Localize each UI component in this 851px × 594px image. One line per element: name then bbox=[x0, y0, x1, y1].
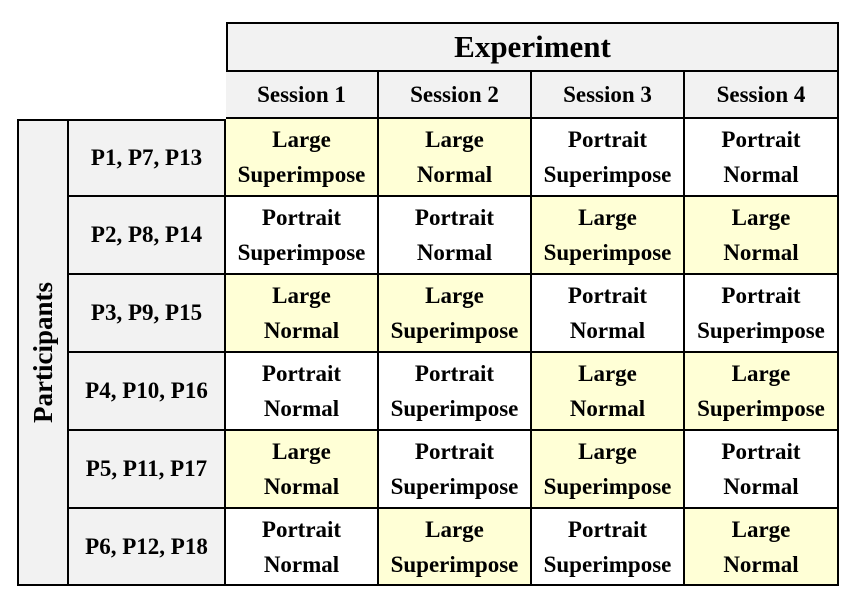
condition-mode-label: Superimpose bbox=[237, 162, 366, 187]
condition-size-label: Portrait bbox=[567, 127, 648, 152]
condition-size-label: Large bbox=[578, 361, 637, 386]
condition-mode-label: Normal bbox=[723, 551, 799, 577]
condition-size-label: Portrait bbox=[721, 439, 801, 464]
condition-size-label: Portrait bbox=[261, 361, 342, 386]
participant-group-label: P3, P9, P15 bbox=[69, 275, 226, 353]
condition-mode-label: Normal bbox=[263, 551, 340, 577]
condition-cell: Large Superimpose bbox=[379, 275, 532, 353]
condition-cell: Large Normal bbox=[226, 431, 379, 509]
session-2-header: Session 2 bbox=[379, 72, 532, 119]
participant-group-label: P5, P11, P17 bbox=[69, 431, 226, 509]
condition-size-label: Portrait bbox=[261, 205, 342, 230]
participant-group-label: P6, P12, P18 bbox=[69, 509, 226, 586]
condition-size-label: Large bbox=[578, 205, 637, 230]
condition-cell: Portrait Normal bbox=[226, 509, 379, 586]
condition-cell: Portrait Superimpose bbox=[379, 353, 532, 431]
participant-group-label: P1, P7, P13 bbox=[69, 119, 226, 197]
condition-cell: Large Superimpose bbox=[226, 119, 379, 197]
condition-mode-label: Normal bbox=[416, 162, 493, 187]
condition-cell: Portrait Normal bbox=[685, 119, 839, 197]
condition-cell: Large Normal bbox=[532, 353, 685, 431]
condition-cell: Large Superimpose bbox=[532, 431, 685, 509]
condition-size-label: Large bbox=[731, 361, 791, 386]
participants-label-text: Participants bbox=[27, 282, 58, 423]
condition-size-label: Large bbox=[578, 439, 637, 464]
condition-size-label: Portrait bbox=[414, 361, 495, 386]
condition-size-label: Portrait bbox=[414, 439, 495, 464]
condition-mode-label: Normal bbox=[263, 474, 340, 499]
condition-cell: Portrait Superimpose bbox=[379, 431, 532, 509]
experiment-title: Experiment bbox=[226, 22, 839, 72]
condition-size-label: Portrait bbox=[721, 283, 801, 308]
condition-mode-label: Normal bbox=[263, 396, 340, 421]
condition-mode-label: Superimpose bbox=[697, 318, 825, 343]
condition-cell: Portrait Superimpose bbox=[226, 197, 379, 275]
condition-size-label: Portrait bbox=[261, 516, 342, 542]
session-3-header: Session 3 bbox=[532, 72, 685, 119]
condition-mode-label: Normal bbox=[723, 474, 799, 499]
condition-mode-label: Superimpose bbox=[543, 474, 672, 499]
condition-mode-label: Normal bbox=[416, 240, 493, 265]
condition-mode-label: Superimpose bbox=[390, 551, 519, 577]
condition-cell: Portrait Normal bbox=[685, 431, 839, 509]
condition-mode-label: Superimpose bbox=[237, 240, 366, 265]
participants-label: Participants bbox=[17, 119, 69, 586]
condition-mode-label: Superimpose bbox=[543, 551, 672, 577]
condition-mode-label: Superimpose bbox=[543, 162, 672, 187]
session-4-header: Session 4 bbox=[685, 72, 839, 119]
condition-mode-label: Superimpose bbox=[390, 396, 519, 421]
condition-size-label: Portrait bbox=[567, 516, 648, 542]
condition-mode-label: Superimpose bbox=[390, 318, 519, 343]
session-1-header: Session 1 bbox=[226, 72, 379, 119]
condition-size-label: Large bbox=[425, 516, 484, 542]
condition-size-label: Large bbox=[272, 127, 331, 152]
condition-mode-label: Normal bbox=[569, 396, 646, 421]
condition-size-label: Portrait bbox=[721, 127, 801, 152]
condition-cell: Large Normal bbox=[379, 119, 532, 197]
condition-size-label: Portrait bbox=[567, 283, 648, 308]
condition-size-label: Large bbox=[272, 439, 331, 464]
condition-cell: Portrait Superimpose bbox=[532, 509, 685, 586]
experiment-design-table: Experiment Session 1 Session 2 Session 3… bbox=[17, 22, 839, 586]
condition-size-label: Large bbox=[425, 283, 484, 308]
condition-cell: Large Normal bbox=[226, 275, 379, 353]
condition-mode-label: Normal bbox=[723, 240, 799, 265]
condition-cell: Portrait Normal bbox=[532, 275, 685, 353]
condition-size-label: Large bbox=[731, 516, 791, 542]
participant-group-label: P4, P10, P16 bbox=[69, 353, 226, 431]
condition-cell: Portrait Superimpose bbox=[532, 119, 685, 197]
condition-size-label: Portrait bbox=[414, 205, 495, 230]
condition-mode-label: Normal bbox=[569, 318, 646, 343]
condition-cell: Portrait Superimpose bbox=[685, 275, 839, 353]
condition-cell: Portrait Normal bbox=[379, 197, 532, 275]
condition-mode-label: Superimpose bbox=[697, 396, 825, 421]
condition-mode-label: Superimpose bbox=[390, 474, 519, 499]
condition-size-label: Large bbox=[731, 205, 791, 230]
condition-cell: Large Normal bbox=[685, 197, 839, 275]
participant-group-label: P2, P8, P14 bbox=[69, 197, 226, 275]
condition-cell: Large Superimpose bbox=[685, 353, 839, 431]
condition-size-label: Large bbox=[425, 127, 484, 152]
condition-cell: Large Superimpose bbox=[379, 509, 532, 586]
condition-mode-label: Normal bbox=[263, 318, 340, 343]
condition-cell: Large Superimpose bbox=[532, 197, 685, 275]
condition-cell: Large Normal bbox=[685, 509, 839, 586]
condition-mode-label: Superimpose bbox=[543, 240, 672, 265]
condition-size-label: Large bbox=[272, 283, 331, 308]
condition-mode-label: Normal bbox=[723, 162, 799, 187]
condition-cell: Portrait Normal bbox=[226, 353, 379, 431]
